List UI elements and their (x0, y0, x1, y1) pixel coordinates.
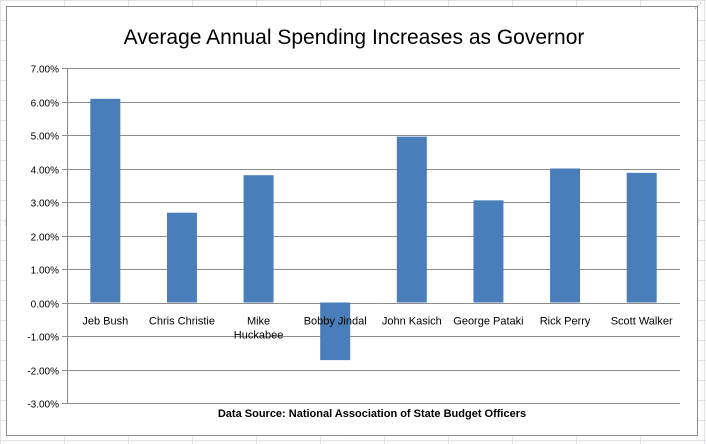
y-axis-tick-labels: 7.00% 6.00% 5.00% 4.00% 3.00% 2.00% 1.00% 0.00%… (27, 65, 59, 411)
resize-handle-left[interactable]: ⋮ (2, 217, 10, 226)
y-tick-label: 2.00% (31, 233, 59, 244)
x-category-label: Bobby Jindal (304, 316, 367, 328)
x-category-label: Mike (247, 316, 270, 328)
x-category-label: Rick Perry (540, 316, 591, 328)
x-category-label: Chris Christie (149, 316, 215, 328)
resize-handle-bottom[interactable]: ⋯ (349, 431, 357, 440)
y-tick-label: 7.00% (31, 65, 59, 76)
chart-frame[interactable]: Average Annual Spending Increases as Gov… (2, 2, 702, 440)
data-source-note: Data Source: National Association of Sta… (218, 408, 526, 420)
y-tick-label: -1.00% (27, 333, 59, 344)
bar-chart: Average Annual Spending Increases as Gov… (27, 26, 680, 420)
x-category-label: George Pataki (453, 316, 523, 328)
x-category-label: Huckabee (234, 330, 284, 342)
chart-title: Average Annual Spending Increases as Gov… (124, 26, 585, 49)
x-category-label: John Kasich (382, 316, 442, 328)
x-category-label: Scott Walker (611, 316, 673, 328)
bars (90, 98, 657, 361)
bar (90, 98, 121, 303)
x-axis-category-labels: Jeb Bush Chris Christie Mike Huckabee Bobby … (82, 316, 673, 342)
resize-handle-right[interactable]: ⋮ (694, 217, 702, 226)
bar (473, 200, 504, 303)
bar (166, 212, 197, 303)
y-tick-label: 5.00% (31, 132, 59, 143)
y-tick-label: 6.00% (31, 99, 59, 110)
y-tick-label: 4.00% (31, 166, 59, 177)
y-tick-label: -2.00% (27, 367, 59, 378)
bar (243, 175, 274, 303)
y-tick-label: 1.00% (31, 266, 59, 277)
bar (626, 172, 657, 303)
y-tick-label: 0.00% (31, 300, 59, 311)
y-tick-label: 3.00% (31, 199, 59, 210)
gridlines (62, 68, 680, 404)
bar (320, 302, 351, 361)
bar (396, 136, 427, 303)
x-category-label: Jeb Bush (82, 316, 128, 328)
bar (550, 168, 581, 303)
y-tick-label: -3.00% (27, 400, 59, 411)
resize-handle-top-right[interactable]: ⋰ (694, 1, 702, 10)
